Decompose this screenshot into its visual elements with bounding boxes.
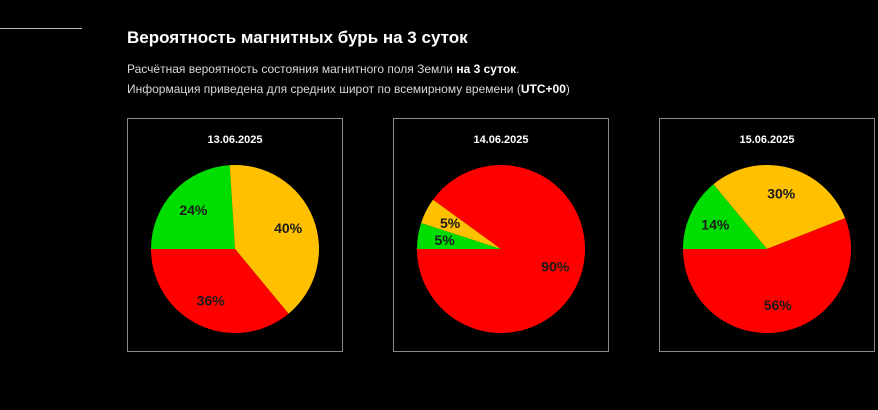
desc-text: Информация приведена для средних широт п… (127, 82, 521, 96)
slice-label: 90% (541, 259, 570, 275)
description: Расчётная вероятность состояния магнитно… (127, 59, 570, 99)
desc-text: . (516, 62, 520, 76)
pie-slice-green (151, 165, 235, 249)
pie-card-day-3: 15.06.2025 14% 30% 56% (659, 118, 875, 352)
pie-slice-red (683, 218, 851, 333)
desc-text: ) (565, 82, 570, 96)
card-date: 15.06.2025 (739, 134, 795, 146)
pie-chart: 5%5% 90% (417, 165, 585, 333)
slice-label: 5% (434, 232, 455, 248)
desc-text: Расчётная вероятность состояния магнитно… (127, 62, 457, 76)
desc-bold: UTC+00 (520, 82, 566, 96)
slice-label: 56% (764, 297, 793, 313)
card-date: 14.06.2025 (473, 134, 529, 146)
slice-label: 24% (179, 202, 208, 218)
slice-label: 40% (274, 220, 303, 236)
page-title: Вероятность магнитных бурь на 3 суток (127, 28, 468, 47)
pie-slice-green (683, 184, 767, 249)
pie-slice-red (417, 165, 585, 333)
pie-chart: 24% 40% 36% (151, 165, 319, 333)
pie-slice-yellow (713, 165, 846, 249)
pie-card-day-1: 13.06.2025 24% 40% 36% (127, 118, 343, 352)
pie-slice-red (151, 249, 289, 333)
pie-slice-green (417, 223, 501, 249)
slice-label: 5% (440, 215, 461, 231)
pie-slice-yellow (421, 199, 501, 249)
description-line-2: Информация приведена для средних широт п… (127, 79, 570, 99)
slice-label: 36% (197, 293, 226, 309)
pie-slice-yellow (229, 165, 319, 314)
card-date: 13.06.2025 (207, 134, 263, 146)
slice-label: 30% (767, 186, 796, 202)
desc-bold: на 3 суток (456, 62, 517, 76)
description-line-1: Расчётная вероятность состояния магнитно… (127, 59, 570, 79)
pie-chart: 14% 30% 56% (683, 165, 851, 333)
divider (0, 28, 82, 29)
pie-card-day-2: 14.06.2025 5% 5% 90% (393, 118, 609, 352)
slice-label: 14% (701, 217, 730, 233)
